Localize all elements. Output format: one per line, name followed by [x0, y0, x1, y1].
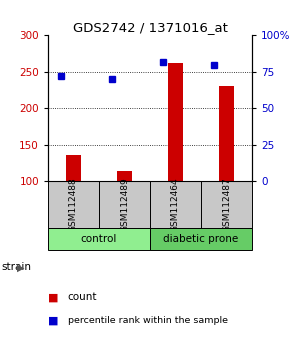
Bar	[48, 228, 150, 250]
Bar	[201, 181, 252, 228]
Text: GSM112488: GSM112488	[69, 177, 78, 232]
Bar	[48, 181, 99, 228]
Bar	[99, 181, 150, 228]
Text: ■: ■	[48, 315, 58, 325]
Title: GDS2742 / 1371016_at: GDS2742 / 1371016_at	[73, 21, 227, 34]
Text: GSM112464: GSM112464	[171, 177, 180, 232]
Bar	[150, 228, 252, 250]
Text: GSM112489: GSM112489	[120, 177, 129, 232]
Text: GSM112487: GSM112487	[222, 177, 231, 232]
Text: percentile rank within the sample: percentile rank within the sample	[68, 316, 227, 325]
Text: diabetic prone: diabetic prone	[164, 234, 238, 244]
Text: control: control	[81, 234, 117, 244]
Text: count: count	[68, 292, 97, 302]
Bar	[66, 155, 81, 181]
Text: strain: strain	[2, 262, 31, 272]
Bar	[219, 86, 234, 181]
Bar	[117, 171, 132, 181]
Bar	[168, 63, 183, 181]
Bar	[150, 181, 201, 228]
Text: ■: ■	[48, 292, 58, 302]
Text: ▶: ▶	[16, 262, 24, 272]
